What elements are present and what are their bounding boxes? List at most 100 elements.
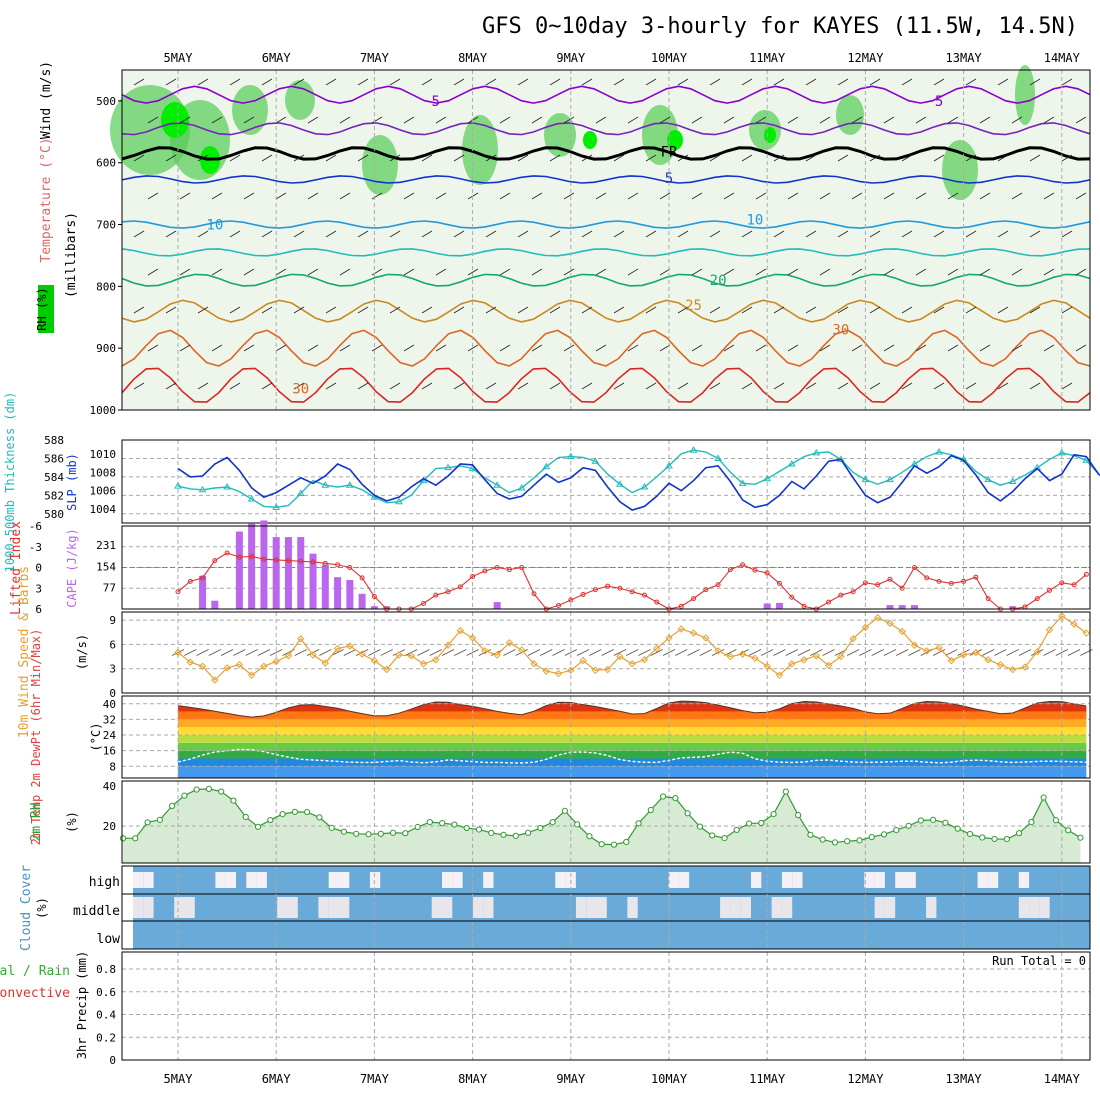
wind-speed-point <box>358 650 366 658</box>
upper-wind-barb <box>179 192 191 200</box>
y-tick-label: 500 <box>96 95 116 108</box>
upper-wind-barb <box>837 306 849 314</box>
thickness-axis-label: 1000-500mb Thickness (dm) <box>3 392 17 573</box>
upper-wind-barb <box>485 382 497 390</box>
cloud-gap-high <box>874 872 885 888</box>
upper-wind-barb <box>645 78 657 86</box>
upper-wind-barb <box>1011 344 1023 352</box>
upper-wind-barb <box>1061 306 1073 314</box>
cloud-gap-high <box>225 872 236 888</box>
temp-contour-5 <box>121 175 1091 184</box>
li-point <box>224 550 230 556</box>
li-point <box>776 580 782 586</box>
surface-wind-barb <box>355 649 369 656</box>
rh2m-point <box>561 807 569 814</box>
bottom-date-label: 8MAY <box>458 1072 488 1086</box>
upper-wind-barb <box>851 344 863 352</box>
rh2m-point <box>254 823 262 830</box>
thickness-point <box>468 464 477 472</box>
cape-bar <box>358 593 366 609</box>
cloud-gap-high <box>483 872 494 888</box>
thickness-point <box>1057 448 1066 456</box>
cloud-gap-high <box>369 872 381 888</box>
upper-wind-barb <box>1029 382 1041 390</box>
upper-wind-barb <box>453 306 465 314</box>
surface-wind-barb <box>319 649 332 656</box>
upper-wind-barb <box>755 116 767 124</box>
top-date-axis: 5MAY 6MAY 7MAY 8MAY 9MAY 10MAY 11MAY 12MAY 13MAY… <box>164 51 1081 65</box>
wind-speed-point <box>198 662 207 670</box>
wind-speed-line <box>177 615 1087 681</box>
li-point <box>862 580 868 586</box>
li-point <box>838 592 844 598</box>
upper-wind-barb <box>997 382 1009 390</box>
surface-wind-barb <box>343 649 357 656</box>
wind-speed-point <box>653 644 661 653</box>
rh2m-point <box>389 829 397 836</box>
upper-wind-barb <box>339 344 351 352</box>
wind-speed-point <box>321 659 330 667</box>
thickness-point <box>493 481 502 488</box>
upper-wind-barb <box>243 116 255 124</box>
rh2m-point <box>623 838 630 846</box>
upper-wind-barb <box>851 192 863 200</box>
li-point <box>924 575 930 581</box>
wind-speed-point <box>775 671 784 679</box>
upper-wind-barb <box>517 230 529 238</box>
li-point <box>887 576 893 582</box>
wind-speed-point <box>1033 647 1041 656</box>
upper-wind-barb <box>307 268 319 276</box>
upper-wind-barb <box>133 154 145 162</box>
rh2m-point <box>463 824 470 832</box>
upper-wind-barb <box>453 382 465 390</box>
upper-wind-barb <box>357 78 369 86</box>
upper-wind-barb <box>357 306 369 314</box>
temp-color-band <box>178 742 1087 751</box>
li-point <box>249 553 255 559</box>
temp2m-axis-label: 2m Temp 2m DewPt (6hr Min/Max) <box>29 629 43 846</box>
upper-wind-barb <box>1011 116 1023 124</box>
upper-wind-barb <box>421 230 433 238</box>
rh-saturated-patch <box>667 130 683 150</box>
upper-wind-barb <box>147 268 159 276</box>
wind-speed-point <box>567 666 575 675</box>
wind-tick-label: 3 <box>109 663 116 676</box>
upper-wind-barb <box>659 192 671 200</box>
upper-wind-barb <box>1061 230 1073 238</box>
temp-tick-label: 24 <box>103 729 117 742</box>
cloud-gap-middle <box>287 897 298 918</box>
cloud-gap-middle <box>483 897 494 918</box>
dewpoint-series-line <box>177 748 1100 764</box>
cloud-gap-high <box>215 872 226 888</box>
wind-tick-label: 0 <box>109 687 116 700</box>
panel-frame <box>121 439 1091 524</box>
rh2m-point <box>524 829 532 836</box>
wind-speed-point <box>689 629 698 637</box>
temp-tick-label: 8 <box>109 760 116 773</box>
li-tick-label: -3 <box>29 541 42 554</box>
upper-wind-barb <box>773 78 785 86</box>
cape-bar <box>284 537 292 609</box>
cloud-gap-middle <box>318 897 329 918</box>
upper-wind-barb <box>741 78 753 86</box>
thickness-point <box>640 483 649 490</box>
wind-speed-point <box>382 665 391 674</box>
upper-wind-barb <box>403 344 415 352</box>
rh2m-point <box>696 823 704 830</box>
upper-wind-barb <box>293 230 305 238</box>
thickness-point <box>272 503 281 510</box>
upper-wind-barb <box>1043 268 1055 276</box>
wind-speed-point <box>616 652 624 661</box>
rh2m-point <box>610 841 618 848</box>
upper-wind-barb <box>275 192 287 200</box>
thickness-point <box>787 460 796 467</box>
cloud-row-middle-label: middle <box>73 904 120 919</box>
top-date-label: 6MAY <box>262 51 292 65</box>
bottom-date-label: 10MAY <box>651 1072 688 1086</box>
upper-wind-barb <box>197 154 209 162</box>
temp-color-band <box>178 711 1087 720</box>
rh2m-point <box>316 814 323 821</box>
y-tick-label: 900 <box>96 342 116 355</box>
temp-color-band <box>178 735 1087 743</box>
upper-wind-barb <box>997 78 1009 86</box>
